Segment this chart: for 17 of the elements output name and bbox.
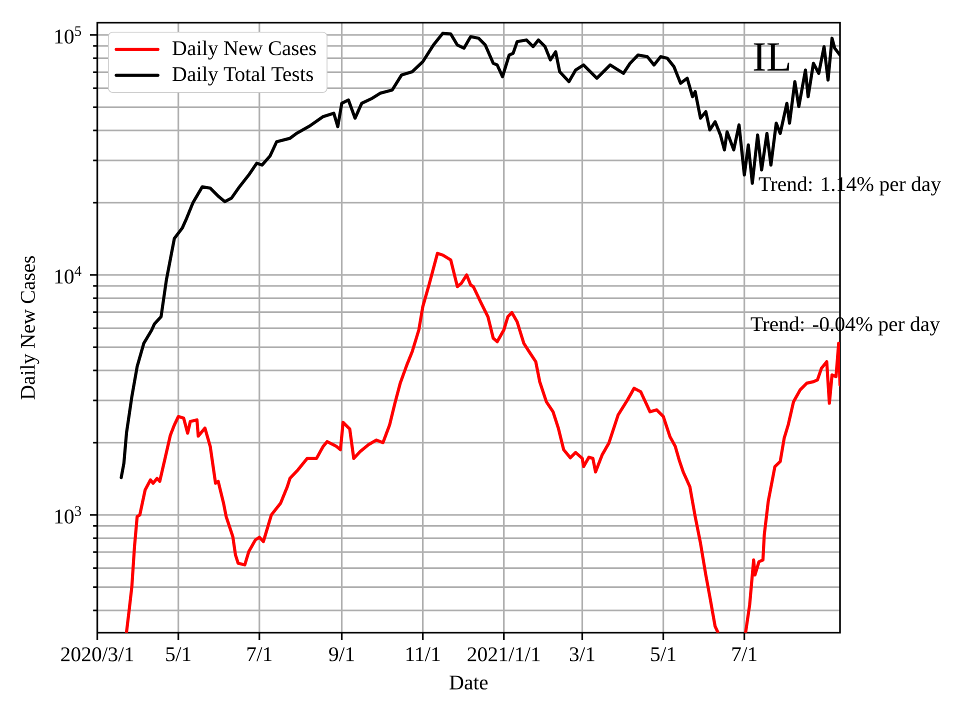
legend-label: Daily Total Tests (172, 66, 313, 86)
x-tick-label: 7/1 (247, 647, 272, 662)
legend-label: Daily New Cases (172, 40, 316, 60)
x-tick-label: 7/1 (732, 647, 756, 662)
x-axis-title: Date (450, 676, 488, 690)
x-tick-label: 9/1 (329, 647, 354, 662)
y-tick-label: 10$^{5}$ (55, 26, 82, 44)
x-tick-label: 5/1 (166, 647, 190, 662)
x-tick-label: 2021/1/1 (468, 647, 540, 662)
y-tick-label: 10$^{4}$ (55, 266, 82, 284)
y-tick-label: 10$^{3}$ (55, 506, 82, 524)
x-tick-label: 5/1 (651, 647, 676, 662)
x-tick-label: 2020/3/1 (61, 647, 134, 662)
x-tick-label: 11/1 (406, 647, 440, 662)
x-tick-label: 3/1 (570, 647, 594, 662)
annotation: IL (754, 43, 790, 71)
y-axis-title: Daily New Cases (20, 256, 40, 400)
